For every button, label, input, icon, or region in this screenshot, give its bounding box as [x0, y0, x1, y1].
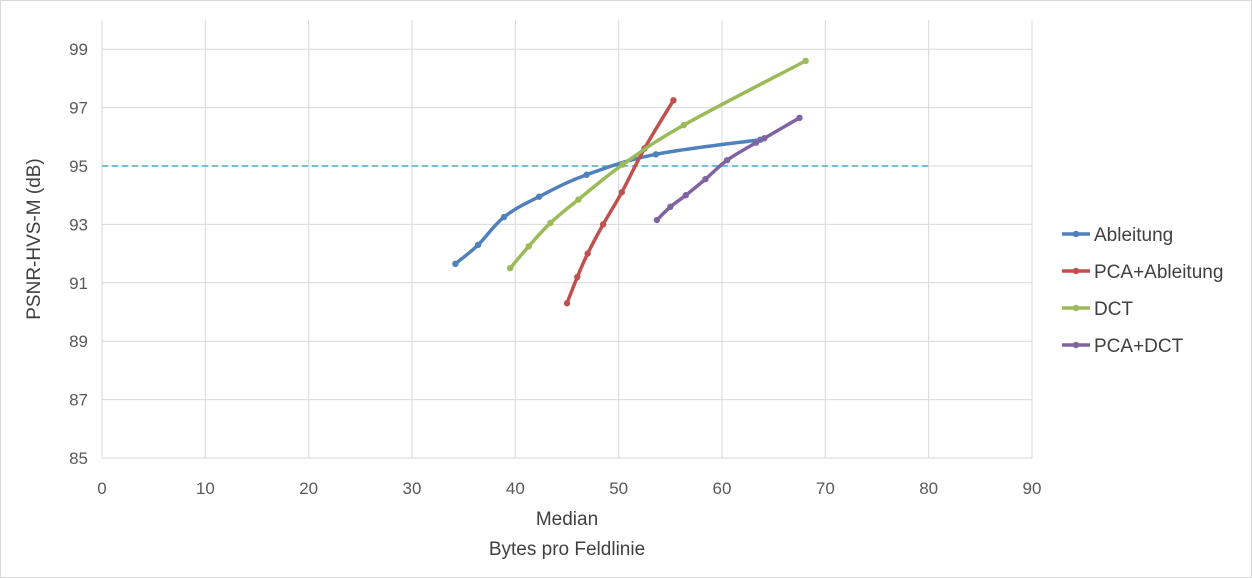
series-ableitung: [452, 136, 764, 268]
data-point-ableitung: [652, 151, 660, 158]
series-line-pca-dct: [655, 116, 802, 222]
data-point-pca-ableitung: [599, 221, 607, 228]
axis-titles: Median Bytes pro Feldlinie PSNR-HVS-M (dB): [24, 158, 645, 560]
series-dct: [506, 57, 809, 272]
data-point-pca-dct: [653, 216, 661, 224]
data-point-dct: [802, 57, 809, 65]
legend-item-pca-ableitung: PCA+Ableitung: [1062, 262, 1223, 283]
legend-label: Ableitung: [1094, 225, 1173, 246]
x-tick-label: 90: [1023, 479, 1042, 498]
data-point-dct: [506, 265, 514, 272]
x-tick-label: 0: [97, 479, 106, 498]
y-tick-label: 95: [69, 157, 88, 176]
x-tick-label: 40: [506, 479, 525, 498]
x-tick-label: 80: [919, 479, 938, 498]
legend-marker: [1072, 230, 1080, 238]
legend-item-ableitung: Ableitung: [1062, 225, 1173, 246]
legend-marker: [1072, 341, 1080, 349]
data-point-pca-dct: [723, 156, 731, 164]
legend-label: PCA+Ableitung: [1094, 262, 1223, 283]
data-point-dct: [525, 243, 532, 250]
series-line-ableitung: [453, 137, 762, 266]
legend-marker: [1072, 304, 1080, 312]
gridlines: [101, 20, 1033, 459]
data-point-dct: [680, 121, 687, 129]
data-point-ableitung: [535, 193, 543, 200]
tick-labels: 0 10 20 30 40 50 60 70 80 90 85 87 89 91 93 95 97 99: [69, 40, 1041, 498]
data-point-pca-ableitung: [618, 189, 625, 196]
series-pca-ableitung: [563, 97, 677, 307]
series-lines: [452, 57, 809, 307]
y-axis-title: PSNR-HVS-M (dB): [24, 158, 45, 320]
data-point-pca-dct: [667, 203, 674, 211]
data-point-ableitung: [474, 241, 482, 249]
legend-item-dct: DCT: [1062, 299, 1133, 320]
data-point-pca-dct: [682, 192, 690, 199]
x-axis-subtitle: Bytes pro Feldlinie: [489, 539, 645, 560]
x-tick-label: 60: [713, 479, 732, 498]
y-tick-label: 87: [69, 391, 88, 410]
series-pca-dct: [653, 114, 803, 224]
y-tick-label: 93: [69, 215, 88, 234]
data-point-pca-dct: [761, 135, 768, 142]
legend-label: DCT: [1094, 299, 1133, 320]
legend-label: PCA+DCT: [1094, 336, 1184, 357]
y-tick-label: 97: [69, 99, 88, 118]
x-tick-label: 30: [403, 479, 422, 498]
y-tick-label: 85: [69, 449, 88, 468]
data-point-pca-dct: [702, 175, 709, 183]
x-tick-label: 50: [609, 479, 628, 498]
data-point-ableitung: [583, 171, 590, 178]
data-point-dct: [547, 219, 554, 227]
data-point-pca-ableitung: [584, 250, 591, 257]
y-tick-label: 99: [69, 40, 88, 59]
data-point-dct: [619, 161, 626, 168]
data-point-ableitung: [500, 213, 508, 221]
legend-marker: [1072, 267, 1080, 275]
x-tick-label: 10: [196, 479, 215, 498]
data-point-pca-dct: [796, 114, 803, 122]
series-line-dct: [508, 59, 808, 270]
data-point-ableitung: [452, 260, 459, 268]
data-point-pca-ableitung: [563, 300, 571, 307]
y-tick-label: 89: [69, 332, 88, 351]
x-axis-title: Median: [536, 509, 598, 530]
series-line-pca-ableitung: [565, 98, 676, 305]
data-point-pca-ableitung: [574, 273, 581, 281]
data-point-pca-ableitung: [670, 97, 677, 104]
legend: Ableitung PCA+Ableitung DCT PCA+DCT: [1062, 225, 1223, 357]
x-tick-label: 70: [816, 479, 835, 498]
data-point-dct: [575, 196, 582, 203]
y-tick-label: 91: [69, 274, 88, 293]
x-tick-label: 20: [299, 479, 318, 498]
legend-item-pca-dct: PCA+DCT: [1062, 336, 1184, 357]
data-point-pca-dct: [752, 139, 760, 146]
